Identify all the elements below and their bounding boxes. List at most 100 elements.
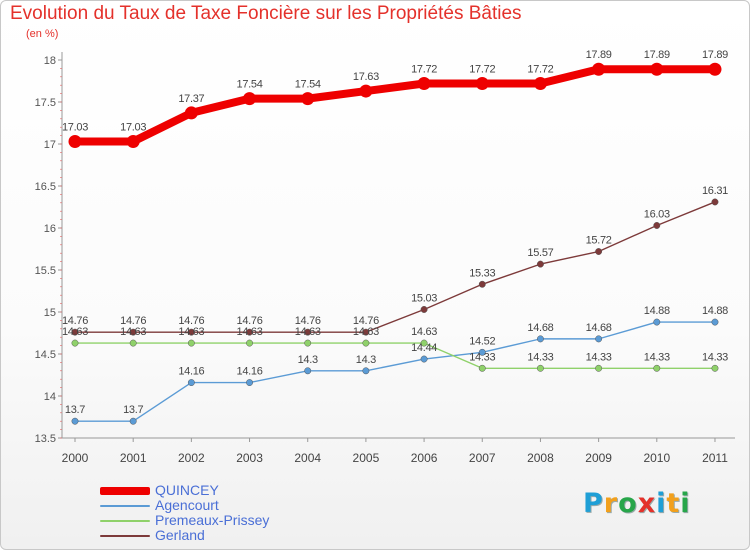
logo-letter: x: [637, 488, 657, 519]
logo-letter: r: [603, 488, 619, 519]
data-label: 14.33: [469, 351, 495, 363]
series-lines: [68, 62, 722, 425]
y-tick-label: 13.5: [35, 433, 56, 445]
data-label: 17.37: [178, 93, 204, 105]
data-label: 17.72: [411, 64, 437, 76]
data-point: [187, 379, 195, 387]
data-label: 14.63: [237, 326, 263, 338]
chart-title: Evolution du Taux de Taxe Foncière sur l…: [10, 3, 522, 24]
data-label: 14.76: [120, 315, 146, 327]
data-point: [650, 62, 664, 76]
data-label: 17.03: [120, 121, 146, 133]
data-point: [301, 92, 315, 106]
data-label: 14.63: [120, 326, 146, 338]
data-label: 14.3: [356, 354, 376, 366]
data-label: 15.03: [411, 292, 437, 304]
data-label: 14.16: [178, 366, 204, 378]
data-point: [711, 318, 719, 326]
series-line-gerland: [74, 201, 716, 333]
data-point: [184, 106, 198, 120]
data-label: 13.7: [123, 404, 143, 416]
x-tick-label: 2011: [702, 451, 728, 465]
series-line-agencourt: [74, 321, 716, 422]
y-tick-label: 16: [44, 223, 56, 235]
data-label: 14.88: [644, 305, 670, 317]
x-tick-label: 2010: [643, 451, 670, 465]
proxiti-logo: Proxiti: [583, 488, 691, 519]
x-tick-label: 2002: [178, 451, 205, 465]
y-tick-label: 17.5: [35, 97, 56, 109]
chart-unit: (en %): [26, 28, 59, 40]
data-point: [536, 260, 544, 268]
data-label: 17.54: [237, 79, 263, 91]
legend-label: Agencourt: [155, 497, 219, 513]
x-tick-label: 2000: [62, 451, 89, 465]
data-point: [420, 355, 428, 363]
data-label: 14.68: [586, 322, 612, 334]
data-label: 14.76: [62, 315, 88, 327]
logo-letter: i: [680, 488, 691, 519]
data-point: [478, 364, 486, 372]
legend-swatch: [100, 504, 150, 507]
y-tick-label: 16.5: [35, 181, 56, 193]
data-point: [592, 62, 606, 76]
data-point: [304, 328, 312, 336]
data-label: 17.89: [702, 49, 728, 61]
data-label: 14.76: [295, 315, 321, 327]
data-point: [420, 306, 428, 313]
logo-letter: t: [666, 488, 681, 519]
data-point: [71, 339, 79, 347]
data-label: 14.33: [702, 351, 728, 363]
data-label: 14.3: [298, 354, 318, 366]
legend-label: QUINCEY: [155, 482, 219, 498]
x-tick-label: 2001: [120, 451, 147, 465]
data-point: [478, 280, 486, 288]
data-point: [126, 134, 140, 148]
data-point: [243, 92, 257, 106]
x-tick-label: 2009: [585, 451, 612, 465]
data-label: 14.76: [353, 315, 379, 327]
x-tick-label: 2008: [527, 451, 554, 465]
y-tick-label: 18: [44, 55, 56, 67]
data-point: [129, 339, 137, 347]
data-label: 14.63: [411, 326, 437, 338]
data-label: 14.33: [586, 351, 612, 363]
legend-item: Agencourt: [100, 498, 269, 513]
data-point: [653, 364, 661, 372]
data-point: [536, 364, 544, 372]
data-label: 17.03: [62, 121, 88, 133]
data-point: [708, 62, 722, 76]
data-point: [595, 364, 603, 372]
y-tick-label: 17: [44, 139, 56, 151]
x-tick-label: 2004: [294, 451, 321, 465]
data-label: 14.76: [178, 315, 204, 327]
x-tick-label: 2007: [469, 451, 496, 465]
data-label: 13.7: [65, 404, 85, 416]
legend-item: Premeaux-Prissey: [100, 513, 269, 528]
data-point: [420, 339, 428, 347]
data-point: [417, 77, 431, 91]
data-point: [68, 134, 82, 148]
data-point: [71, 328, 79, 336]
data-label: 17.72: [527, 64, 553, 76]
data-point: [304, 339, 312, 347]
legend: QUINCEY Agencourt Premeaux-Prissey Gerland: [100, 483, 269, 543]
data-point: [187, 328, 195, 336]
data-label: 15.57: [527, 247, 553, 259]
data-label: 15.72: [586, 235, 612, 247]
data-point: [533, 77, 547, 91]
data-point: [129, 417, 137, 425]
data-label: 14.63: [295, 326, 321, 338]
legend-swatch: [100, 534, 150, 537]
data-label: 14.16: [237, 366, 263, 378]
legend-swatch: [100, 519, 150, 522]
legend-swatch: [100, 486, 150, 495]
data-point: [653, 222, 661, 229]
data-point: [595, 248, 603, 255]
logo-letter: o: [618, 488, 638, 519]
y-tick-label: 14: [44, 391, 56, 403]
data-label: 14.68: [527, 322, 553, 334]
data-label: 15.33: [469, 267, 495, 279]
axes: 13.5 14 14.5 15 15.5 16 16.5 17 17.5 18 2000 2001 20…: [35, 52, 735, 465]
